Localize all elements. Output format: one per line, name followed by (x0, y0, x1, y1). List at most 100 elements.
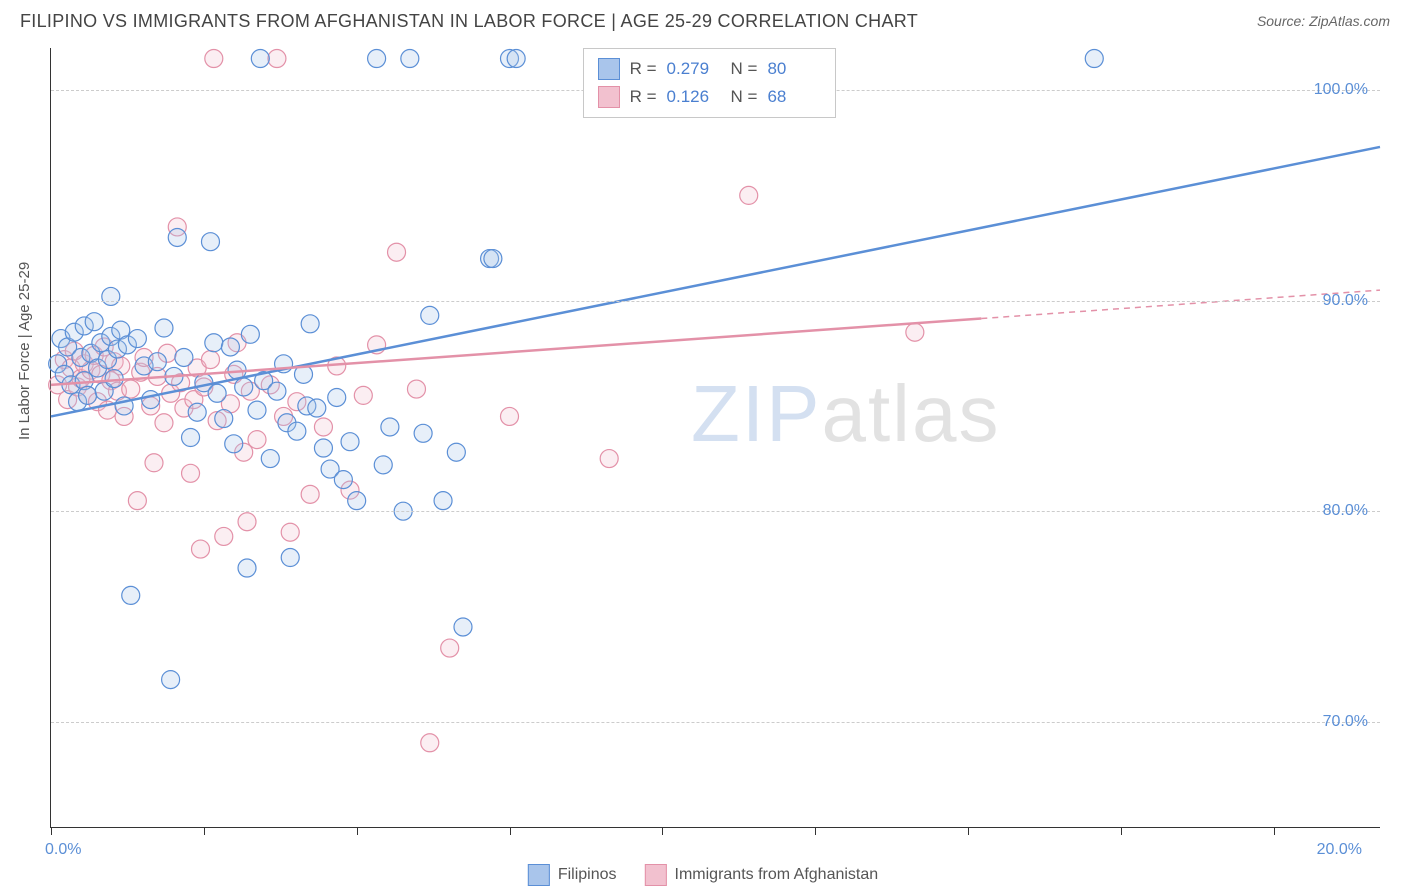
scatter-point (600, 450, 618, 468)
legend-swatch-icon (528, 864, 550, 886)
scatter-point (301, 485, 319, 503)
scatter-point (301, 315, 319, 333)
scatter-point (201, 351, 219, 369)
scatter-point (128, 330, 146, 348)
x-tick (1274, 827, 1275, 835)
scatter-point (128, 492, 146, 510)
scatter-point (308, 399, 326, 417)
scatter-point (182, 464, 200, 482)
plot-area: ZIPatlas 0.0% 20.0% 70.0%80.0%90.0%100.0… (50, 48, 1380, 828)
scatter-point (1085, 50, 1103, 68)
scatter-point (168, 228, 186, 246)
x-tick (510, 827, 511, 835)
scatter-point (407, 380, 425, 398)
trend-line-extrapolated (981, 290, 1380, 318)
x-axis-label-min: 0.0% (45, 841, 81, 859)
scatter-point (192, 540, 210, 558)
grid-line (51, 301, 1380, 302)
scatter-point (261, 450, 279, 468)
scatter-point (268, 382, 286, 400)
scatter-point (281, 523, 299, 541)
scatter-point (334, 471, 352, 489)
scatter-point (208, 384, 226, 402)
scatter-point (122, 586, 140, 604)
legend-swatch-icon (645, 864, 667, 886)
grid-line (51, 722, 1380, 723)
scatter-point (85, 313, 103, 331)
y-tick-label: 90.0% (1323, 292, 1368, 310)
scatter-point (421, 734, 439, 752)
x-axis-label-max: 20.0% (1317, 841, 1362, 859)
scatter-point (221, 338, 239, 356)
scatter-point (251, 50, 269, 68)
scatter-point (341, 433, 359, 451)
scatter-point (381, 418, 399, 436)
scatter-point (122, 380, 140, 398)
scatter-point (906, 323, 924, 341)
scatter-point (421, 306, 439, 324)
scatter-point (484, 250, 502, 268)
legend-swatch-icon (598, 58, 620, 80)
scatter-point (354, 386, 372, 404)
scatter-point (201, 233, 219, 251)
scatter-point (175, 348, 193, 366)
x-tick (204, 827, 205, 835)
legend-item-filipinos: Filipinos (528, 864, 617, 886)
scatter-point (454, 618, 472, 636)
legend-row: R =0.279N =80 (598, 55, 822, 83)
x-tick (51, 827, 52, 835)
scatter-point (79, 386, 97, 404)
scatter-point (507, 50, 525, 68)
scatter-point (105, 370, 123, 388)
scatter-point (102, 287, 120, 305)
scatter-point (215, 410, 233, 428)
y-tick-label: 80.0% (1323, 502, 1368, 520)
scatter-point (225, 435, 243, 453)
scatter-point (142, 391, 160, 409)
chart-title: FILIPINO VS IMMIGRANTS FROM AFGHANISTAN … (20, 11, 918, 32)
trend-line (51, 147, 1380, 416)
scatter-point (281, 549, 299, 567)
scatter-point (288, 422, 306, 440)
scatter-point (241, 325, 259, 343)
legend-item-afghanistan: Immigrants from Afghanistan (645, 864, 879, 886)
chart-svg (51, 48, 1380, 827)
scatter-point (388, 243, 406, 261)
scatter-point (501, 407, 519, 425)
scatter-point (374, 456, 392, 474)
x-tick (815, 827, 816, 835)
scatter-point (188, 403, 206, 421)
legend-swatch-icon (598, 86, 620, 108)
scatter-point (314, 418, 332, 436)
scatter-point (205, 334, 223, 352)
y-tick-label: 70.0% (1323, 713, 1368, 731)
scatter-point (238, 559, 256, 577)
scatter-point (235, 378, 253, 396)
x-tick (357, 827, 358, 835)
scatter-point (238, 513, 256, 531)
scatter-point (314, 439, 332, 457)
scatter-point (248, 431, 266, 449)
scatter-point (268, 50, 286, 68)
scatter-point (447, 443, 465, 461)
scatter-point (155, 414, 173, 432)
legend-bottom: Filipinos Immigrants from Afghanistan (528, 864, 878, 886)
chart-header: FILIPINO VS IMMIGRANTS FROM AFGHANISTAN … (0, 0, 1406, 42)
x-tick (968, 827, 969, 835)
scatter-point (414, 424, 432, 442)
scatter-point (348, 492, 366, 510)
scatter-point (182, 429, 200, 447)
x-tick (662, 827, 663, 835)
grid-line (51, 511, 1380, 512)
source-label: Source: ZipAtlas.com (1257, 13, 1390, 29)
scatter-point (368, 50, 386, 68)
y-tick-label: 100.0% (1314, 81, 1368, 99)
scatter-point (401, 50, 419, 68)
scatter-point (434, 492, 452, 510)
x-tick (1121, 827, 1122, 835)
scatter-point (248, 401, 266, 419)
scatter-point (145, 454, 163, 472)
scatter-point (162, 671, 180, 689)
scatter-point (215, 527, 233, 545)
scatter-point (148, 353, 166, 371)
